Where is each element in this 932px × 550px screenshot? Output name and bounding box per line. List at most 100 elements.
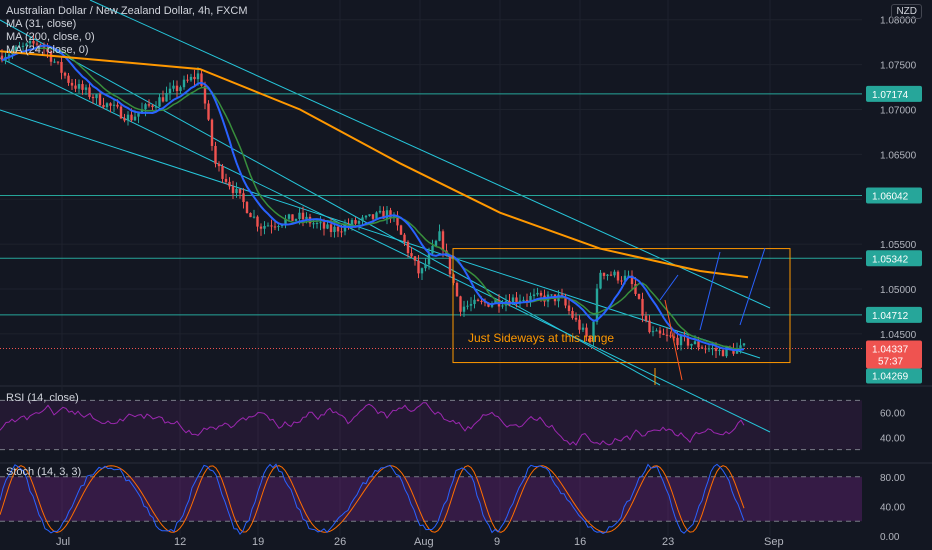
stoch-tick: 80.00: [880, 473, 905, 484]
candle-body: [634, 284, 637, 294]
legend-ma24[interactable]: MA (24, close, 0): [6, 44, 89, 56]
candle-body: [602, 272, 606, 276]
candle-body: [385, 210, 389, 219]
candle-body: [525, 299, 529, 301]
candle-body: [637, 293, 641, 299]
candle-body: [606, 274, 609, 276]
candle-body: [298, 212, 301, 220]
candle-body: [518, 300, 522, 302]
candle-body: [273, 226, 277, 228]
candle-body: [161, 97, 165, 102]
candle-body: [214, 145, 217, 164]
candle-body: [382, 210, 385, 219]
candle-body: [679, 335, 683, 346]
candle-body: [179, 87, 182, 92]
drawings: [452, 247, 791, 385]
candle-body: [305, 216, 308, 220]
candle-body: [137, 113, 140, 117]
candle-body: [35, 43, 39, 45]
candle-body: [459, 296, 462, 312]
countdown-label: 57:37: [878, 356, 903, 367]
candle-body: [578, 319, 581, 330]
candle-body: [60, 62, 63, 73]
candle-body: [322, 222, 326, 229]
candle-body: [252, 216, 256, 218]
candle-body: [357, 221, 361, 224]
time-tick: Sep: [764, 536, 784, 548]
candle-body: [644, 315, 648, 321]
candle-body: [116, 104, 119, 107]
candle-body: [95, 94, 98, 99]
candle-body: [329, 224, 333, 233]
candle-body: [511, 297, 515, 305]
projection-up-3: [659, 274, 679, 301]
candle-body: [256, 216, 259, 227]
candle-body: [476, 299, 480, 301]
candle-body: [326, 224, 329, 229]
candle-body: [431, 245, 434, 254]
candle-body: [361, 217, 364, 222]
time-tick: 23: [662, 536, 674, 548]
legend-rsi[interactable]: RSI (14, close): [6, 392, 79, 404]
candle-body: [399, 225, 403, 235]
legend-ma200[interactable]: MA (200, close, 0): [6, 31, 95, 43]
candle-body: [84, 87, 88, 90]
candle-body: [221, 166, 224, 179]
candle-body: [203, 85, 207, 104]
candle-body: [126, 114, 130, 121]
candle-body: [718, 350, 721, 352]
candle-body: [175, 85, 179, 92]
moving-averages: [0, 44, 749, 352]
candle-body: [616, 271, 620, 281]
candle-body: [581, 327, 585, 330]
axes: 1.080001.075001.070001.065001.060001.055…: [56, 16, 922, 548]
candle-body: [312, 223, 315, 225]
candle-body: [711, 348, 714, 350]
candle-body: [18, 46, 21, 48]
candle-body: [620, 280, 623, 282]
candle-body: [501, 305, 504, 307]
candle-body: [168, 88, 172, 94]
rsi-tick: 40.00: [880, 433, 905, 444]
candle-body: [182, 79, 186, 88]
candle-body: [469, 304, 473, 306]
time-tick: 16: [574, 536, 586, 548]
candle-body: [532, 294, 536, 297]
candle-body: [438, 231, 441, 241]
candle-body: [189, 76, 193, 81]
candle-body: [609, 274, 613, 276]
candle-body: [259, 226, 263, 229]
candle-body: [480, 300, 483, 302]
candle-body: [200, 73, 203, 86]
candle-body: [613, 271, 616, 276]
time-tick: Jul: [56, 536, 70, 548]
candle-body: [333, 226, 336, 233]
candle-body: [112, 104, 116, 106]
legend-stoch[interactable]: Stoch (14, 3, 3): [6, 466, 82, 478]
projection-down-1: [664, 299, 683, 381]
candle-body: [686, 336, 690, 346]
candle-body: [238, 188, 242, 194]
stoch-k-line: [0, 463, 745, 536]
candle-body: [186, 79, 189, 81]
candle-body: [228, 181, 231, 187]
candle-body: [98, 94, 102, 106]
level-label-bg: [866, 250, 922, 267]
channel-line: [0, 19, 661, 386]
price-tick: 1.07000: [880, 105, 917, 116]
candle-body: [599, 272, 602, 289]
candle-body: [315, 223, 319, 225]
level-label: 1.05342: [872, 254, 909, 265]
candle-body: [123, 118, 126, 121]
candle-body: [368, 214, 371, 216]
currency-button[interactable]: NZD: [891, 4, 922, 19]
range-annotation: Just Sideways at this range: [468, 331, 614, 345]
candle-body: [319, 222, 322, 224]
candle-body: [378, 210, 382, 213]
candle-body: [690, 343, 693, 346]
price-tick: 1.04500: [880, 330, 917, 341]
candle-body: [263, 225, 266, 229]
range-box: [452, 248, 791, 364]
legend-ma31[interactable]: MA (31, close): [6, 18, 77, 30]
